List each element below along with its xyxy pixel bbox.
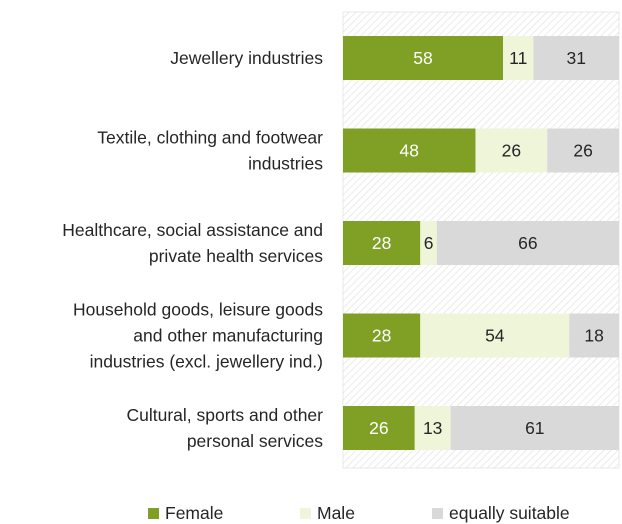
category-label-0-line-0: Jewellery industries <box>170 48 323 68</box>
category-label-1-line-1: industries <box>248 154 323 174</box>
legend-item-equally-suitable: equally suitable <box>432 502 570 524</box>
data-label-female-4: 26 <box>369 418 388 438</box>
data-label-female-1: 48 <box>400 141 419 161</box>
category-label-3-line-2: industries (excl. jewellery ind.) <box>90 352 323 372</box>
data-label-male-2: 6 <box>424 233 434 253</box>
bar-equally-suitable-3 <box>569 313 619 358</box>
data-label-male-1: 26 <box>502 141 521 161</box>
legend-swatch <box>148 507 159 519</box>
bar-female-4 <box>343 406 415 450</box>
bar-equally-suitable-1 <box>547 128 619 173</box>
data-label-equally-suitable-2: 66 <box>518 233 537 253</box>
bar-male-4 <box>414 406 451 450</box>
category-label-3-line-1: and other manufacturing <box>133 326 323 346</box>
bar-female-1 <box>343 128 476 173</box>
data-label-male-4: 13 <box>423 418 442 438</box>
data-label-female-2: 28 <box>372 233 391 253</box>
data-label-equally-suitable-0: 31 <box>566 48 585 68</box>
data-label-female-3: 28 <box>372 326 391 346</box>
bar-male-0 <box>503 36 534 80</box>
data-label-equally-suitable-4: 61 <box>525 418 544 438</box>
data-label-equally-suitable-3: 18 <box>584 326 603 346</box>
legend-label: equally suitable <box>449 502 570 523</box>
data-label-male-0: 11 <box>509 48 527 68</box>
bar-female-2 <box>343 221 421 265</box>
legend-swatch <box>432 507 443 519</box>
bar-female-0 <box>343 36 504 80</box>
category-label-4-line-0: Cultural, sports and other <box>127 405 324 425</box>
bar-equally-suitable-0 <box>533 36 619 80</box>
bar-male-3 <box>420 313 570 358</box>
category-labels: Jewellery industries Textile, clothing an… <box>62 48 323 451</box>
category-label-1-line-0: Textile, clothing and footwear <box>97 128 323 148</box>
legend-swatch <box>300 507 311 519</box>
legend-item-female: Female <box>148 502 223 524</box>
data-label-female-0: 58 <box>413 48 432 68</box>
bar-male-1 <box>475 128 548 173</box>
bar-male-2 <box>420 221 437 265</box>
chart-legend: Female Male equally suitable <box>0 502 622 524</box>
legend-label: Male <box>317 502 355 523</box>
category-label-2-line-0: Healthcare, social assistance and <box>62 220 323 240</box>
category-label-2-line-1: private health services <box>149 246 323 266</box>
legend-item-male: Male <box>300 502 355 524</box>
category-label-4-line-1: personal services <box>187 431 323 451</box>
legend-label: Female <box>165 502 224 523</box>
data-label-male-3: 54 <box>485 326 505 346</box>
bar-equally-suitable-4 <box>450 406 619 450</box>
bar-female-3 <box>343 313 421 358</box>
bar-equally-suitable-2 <box>436 221 619 265</box>
category-label-3-line-0: Household goods, leisure goods <box>73 300 323 320</box>
data-label-equally-suitable-1: 26 <box>573 141 592 161</box>
